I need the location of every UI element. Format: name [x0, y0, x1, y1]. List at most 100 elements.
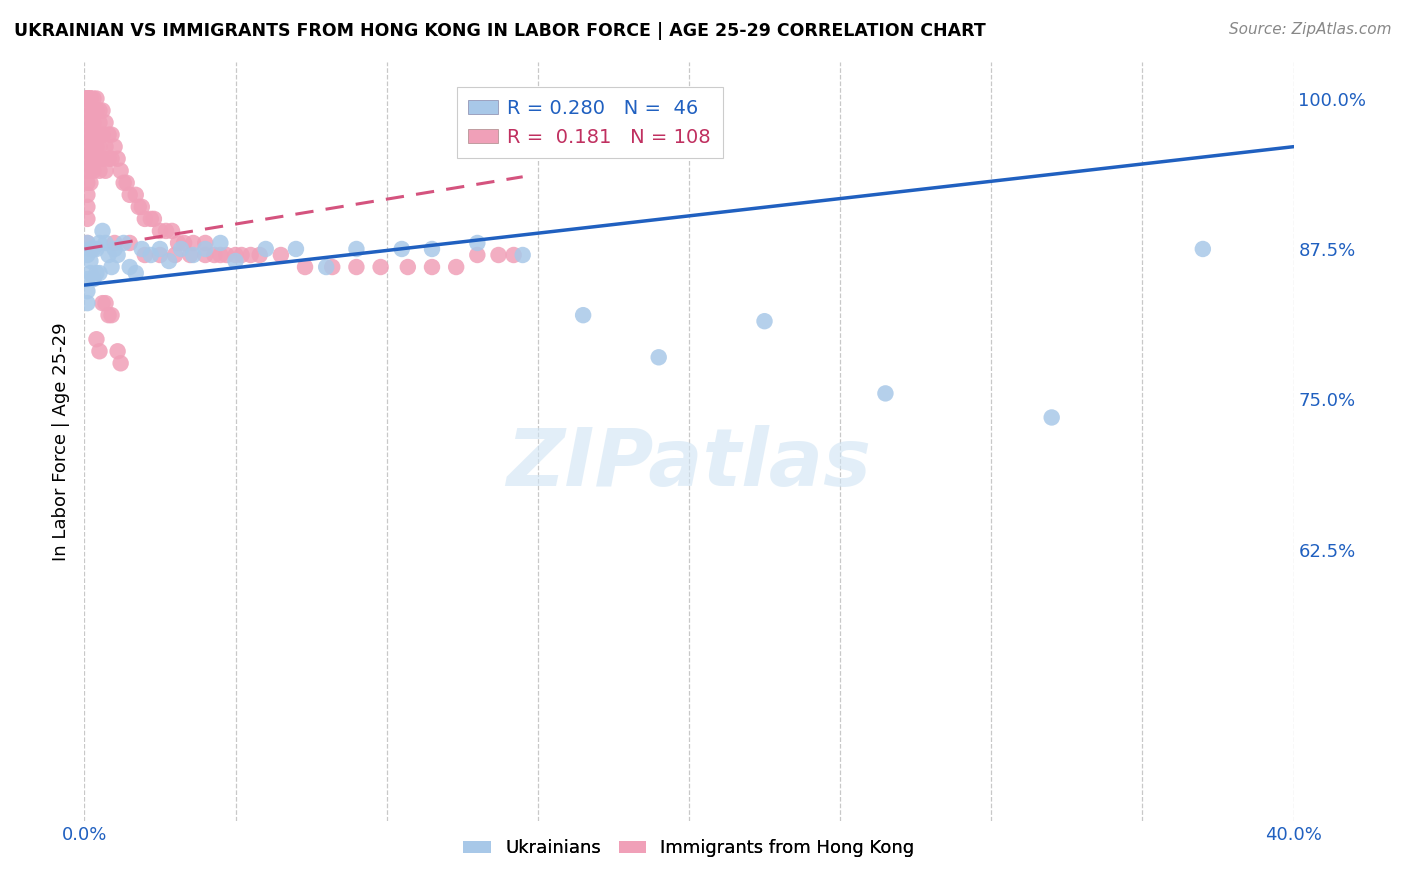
- Point: [181, 235, 204, 250]
- Point: [79, 266, 101, 280]
- Point: [112, 235, 135, 250]
- Point: [76, 235, 98, 250]
- Point: [420, 242, 443, 256]
- Point: [86, 266, 108, 280]
- Point: [488, 248, 510, 262]
- Point: [118, 260, 141, 274]
- Point: [79, 176, 101, 190]
- Point: [97, 308, 120, 322]
- Point: [79, 91, 101, 105]
- Point: [134, 248, 156, 262]
- Point: [94, 235, 117, 250]
- Point: [79, 152, 101, 166]
- Point: [165, 248, 187, 262]
- Point: [79, 254, 101, 268]
- Point: [91, 103, 114, 118]
- Point: [270, 248, 292, 262]
- Point: [89, 103, 111, 118]
- Point: [100, 152, 122, 166]
- Point: [86, 332, 108, 346]
- Point: [89, 163, 111, 178]
- Point: [89, 266, 111, 280]
- Point: [104, 235, 127, 250]
- Point: [396, 260, 419, 274]
- Point: [76, 139, 98, 153]
- Point: [76, 163, 98, 178]
- Text: UKRAINIAN VS IMMIGRANTS FROM HONG KONG IN LABOR FORCE | AGE 25-29 CORRELATION CH: UKRAINIAN VS IMMIGRANTS FROM HONG KONG I…: [14, 22, 986, 40]
- Point: [170, 242, 193, 256]
- Point: [420, 260, 443, 274]
- Point: [100, 128, 122, 142]
- Point: [76, 91, 98, 105]
- Point: [194, 242, 217, 256]
- Point: [131, 200, 153, 214]
- Point: [467, 235, 489, 250]
- Point: [82, 91, 104, 105]
- Point: [76, 91, 98, 105]
- Point: [572, 308, 595, 322]
- Point: [76, 115, 98, 129]
- Point: [86, 128, 108, 142]
- Point: [79, 115, 101, 129]
- Point: [82, 272, 104, 286]
- Point: [467, 248, 489, 262]
- Point: [149, 242, 172, 256]
- Point: [91, 296, 114, 310]
- Point: [76, 91, 98, 105]
- Point: [100, 260, 122, 274]
- Point: [239, 248, 262, 262]
- Point: [86, 91, 108, 105]
- Point: [82, 128, 104, 142]
- Point: [82, 103, 104, 118]
- Point: [76, 248, 98, 262]
- Point: [82, 152, 104, 166]
- Point: [370, 260, 392, 274]
- Point: [94, 115, 117, 129]
- Point: [86, 103, 108, 118]
- Point: [79, 128, 101, 142]
- Point: [118, 235, 141, 250]
- Point: [76, 128, 98, 142]
- Point: [76, 235, 98, 250]
- Point: [89, 115, 111, 129]
- Point: [79, 139, 101, 153]
- Point: [76, 211, 98, 226]
- Point: [100, 308, 122, 322]
- Point: [648, 351, 671, 365]
- Point: [97, 152, 120, 166]
- Point: [131, 242, 153, 256]
- Point: [94, 139, 117, 153]
- Point: [157, 254, 180, 268]
- Point: [94, 163, 117, 178]
- Point: [346, 260, 368, 274]
- Point: [1040, 410, 1063, 425]
- Point: [160, 224, 183, 238]
- Point: [125, 266, 148, 280]
- Point: [82, 242, 104, 256]
- Point: [315, 260, 337, 274]
- Point: [79, 91, 101, 105]
- Point: [249, 248, 271, 262]
- Point: [79, 91, 101, 105]
- Point: [76, 152, 98, 166]
- Point: [202, 248, 225, 262]
- Point: [194, 235, 217, 250]
- Point: [112, 176, 135, 190]
- Point: [76, 91, 98, 105]
- Point: [225, 254, 247, 268]
- Point: [97, 248, 120, 262]
- Point: [142, 211, 165, 226]
- Y-axis label: In Labor Force | Age 25-29: In Labor Force | Age 25-29: [52, 322, 70, 561]
- Point: [76, 103, 98, 118]
- Point: [194, 248, 217, 262]
- Point: [149, 224, 172, 238]
- Point: [149, 248, 172, 262]
- Point: [128, 200, 150, 214]
- Point: [391, 242, 413, 256]
- Point: [179, 248, 201, 262]
- Point: [321, 260, 343, 274]
- Point: [89, 344, 111, 359]
- Point: [155, 224, 177, 238]
- Point: [875, 386, 897, 401]
- Point: [104, 139, 127, 153]
